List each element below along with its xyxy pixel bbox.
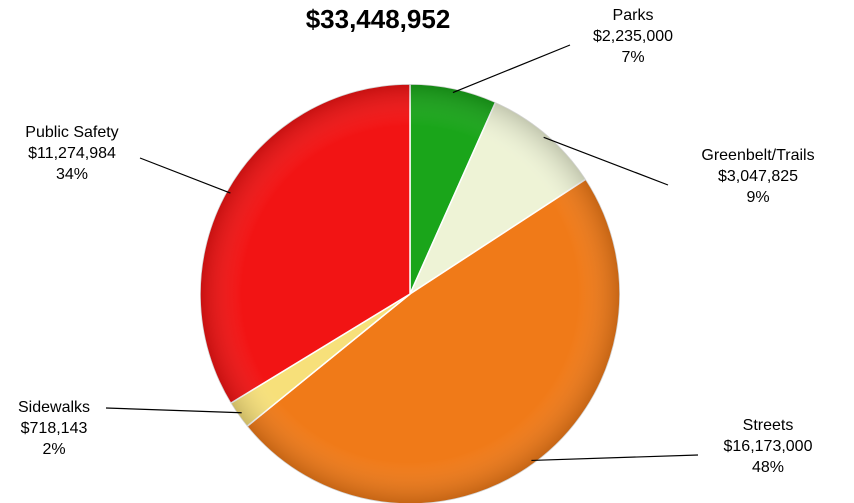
slice-percent-greenbelt-trails: 9% — [746, 189, 770, 206]
slice-amount-public-safety: $11,274,984 — [28, 145, 116, 162]
slice-label-sidewalks: Sidewalks $718,143 2% — [4, 397, 104, 460]
slice-name-parks: Parks — [612, 7, 654, 24]
slice-percent-sidewalks: 2% — [42, 441, 66, 458]
slice-amount-streets: $16,173,000 — [723, 438, 813, 455]
slice-percent-streets: 48% — [751, 459, 785, 476]
slice-label-parks: Parks $2,235,000 7% — [563, 5, 703, 68]
slice-label-greenbelt-trails: Greenbelt/Trails $3,047,825 9% — [668, 145, 848, 208]
slice-name-greenbelt-trails: Greenbelt/Trails — [701, 147, 815, 164]
chart-title: $33,448,952 — [305, 4, 451, 34]
leader-line-parks — [452, 44, 571, 94]
slice-name-public-safety: Public Safety — [25, 124, 119, 141]
leader-line-sidewalks — [105, 407, 242, 414]
slice-label-public-safety: Public Safety $11,274,984 34% — [2, 122, 142, 185]
leader-line-streets — [531, 454, 699, 462]
pie-shading — [200, 84, 620, 503]
slice-label-streets: Streets $16,173,000 48% — [698, 415, 838, 478]
slice-amount-greenbelt-trails: $3,047,825 — [717, 168, 799, 185]
slice-percent-parks: 7% — [621, 49, 645, 66]
leader-line-public-safety — [139, 157, 231, 194]
slice-amount-sidewalks: $718,143 — [20, 420, 88, 437]
leader-line-greenbelt-trails — [543, 136, 669, 186]
slice-name-sidewalks: Sidewalks — [17, 399, 91, 416]
slice-amount-parks: $2,235,000 — [592, 28, 674, 45]
slice-percent-public-safety: 34% — [55, 166, 89, 183]
slice-name-streets: Streets — [742, 417, 794, 434]
